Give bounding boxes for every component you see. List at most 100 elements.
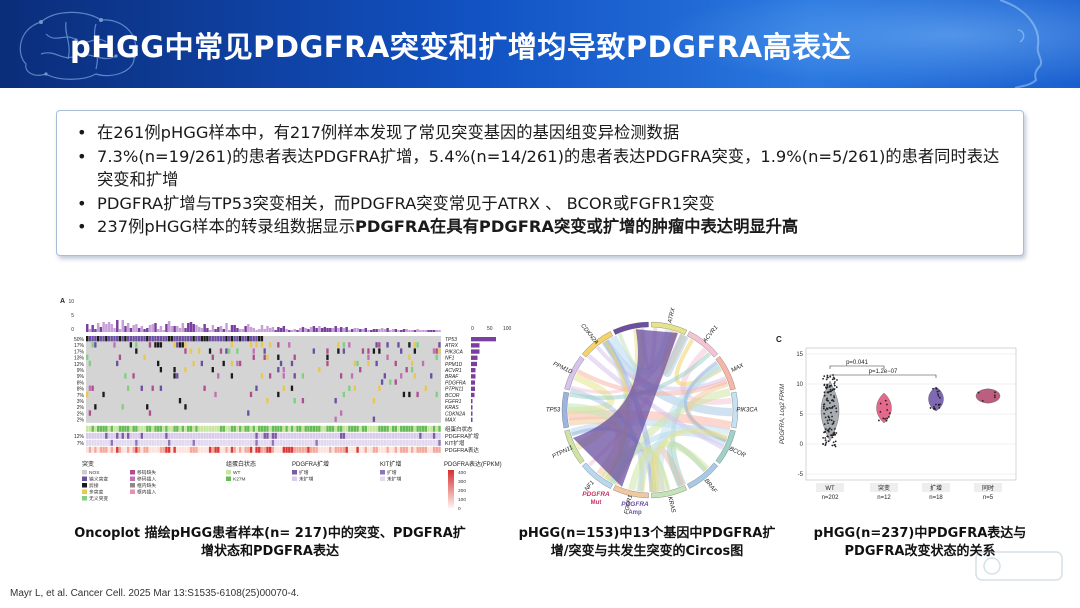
- oncoplot-annotation-cell: [225, 425, 228, 432]
- oncoplot-cell: [200, 360, 204, 367]
- legend-expr-tick: 100: [458, 497, 466, 503]
- violin-point: [830, 407, 832, 409]
- oncoplot-top-bar: [241, 329, 245, 332]
- oncoplot-annotation-cell: [86, 439, 89, 446]
- oncoplot-annotation-cell: [148, 439, 152, 446]
- violin-pvalue: p=0.041: [846, 360, 869, 366]
- oncoplot-annotation-cell: [110, 425, 114, 432]
- oncoplot-annotation-cell: [189, 439, 193, 446]
- oncoplot-cell: [383, 373, 386, 379]
- oncoplot-annotation-cell: [372, 439, 376, 446]
- oncoplot-cell: [277, 354, 280, 360]
- oncoplot-cell: [203, 385, 206, 391]
- oncoplot-annotation-cell: [427, 432, 430, 439]
- oncoplot-cell: [132, 373, 135, 379]
- oncoplot-annotation-cell: [203, 439, 206, 446]
- oncoplot-top-bar: [389, 330, 392, 332]
- oncoplot-cell: [421, 360, 425, 367]
- oncoplot-top-bar: [214, 329, 217, 332]
- oncoplot-annotation-cell: [359, 446, 362, 453]
- oncoplot-annotation-cell: [126, 425, 130, 432]
- oncoplot-annotation-cell: [299, 446, 302, 453]
- oncoplot-annotation-cell: [249, 432, 253, 439]
- violin-point: [832, 441, 835, 444]
- oncoplot-annotation-cell: [173, 425, 176, 432]
- oncoplot-top-bar: [274, 330, 277, 332]
- caption-circos-text: pHGG(n=153)中13个基因中PDGFRA扩增/突变与共发生突变的Circ…: [518, 526, 776, 559]
- oncoplot-annotation-cell: [217, 432, 220, 439]
- oncoplot-top-bar: [157, 329, 160, 332]
- oncoplot-cell: [99, 336, 102, 342]
- violin-point: [823, 384, 826, 387]
- oncoplot-annotation-cell: [170, 439, 174, 446]
- oncoplot-annotation-cell: [301, 432, 305, 439]
- oncoplot-annotation-cell: [315, 432, 318, 439]
- oncoplot-annotation-cell: [219, 446, 223, 453]
- oncoplot-cell: [386, 354, 389, 360]
- oncoplot-cell: [178, 398, 182, 404]
- oncoplot-annotation-cell: [329, 439, 332, 446]
- oncoplot-annotation-cell: [222, 439, 225, 446]
- oncoplot-cell: [91, 342, 94, 348]
- oncoplot-annotation-cell: [173, 446, 176, 453]
- oncoplot-freq-bar: [471, 374, 476, 379]
- oncoplot-annotation-cell: [282, 439, 286, 446]
- oncoplot-cell: [326, 360, 329, 367]
- oncoplot-annotation-cell: [260, 446, 264, 453]
- oncoplot-annotation-cell: [192, 425, 195, 432]
- oncoplot-annotation-cell: [350, 446, 354, 453]
- oncoplot-annotation-cell: [309, 432, 313, 439]
- oncoplot-cell: [263, 354, 266, 360]
- circos-gene-label: BRAF: [703, 478, 718, 495]
- oncoplot-annotation-cell: [94, 446, 97, 453]
- oncoplot-annotation-cell: [323, 446, 327, 453]
- circos-ring-segment: [731, 391, 739, 429]
- oncoplot-percent-label: 2%: [77, 411, 85, 417]
- caption-circos: pHGG(n=153)中13个基因中PDGFRA扩增/突变与共发生突变的Circ…: [512, 525, 782, 561]
- oncoplot-annotation-cell: [296, 432, 299, 439]
- oncoplot-annotation-cell: [350, 439, 354, 446]
- oncoplot-top-bar: [435, 330, 438, 332]
- oncoplot-cell: [334, 398, 337, 404]
- oncoplot-annotation-cell: [113, 425, 116, 432]
- oncoplot-annotation-cell: [372, 425, 376, 432]
- oncoplot-annotation-cell: [326, 446, 329, 453]
- oncoplot-cell: [413, 373, 417, 379]
- circos-pdgfra-amp-label: PDGFRA: [621, 501, 649, 508]
- oncoplot-annotation-cell: [334, 446, 337, 453]
- violin-point: [826, 384, 828, 387]
- circos-gene-label: PTPN11: [552, 445, 575, 460]
- oncoplot-freq-bar: [471, 349, 480, 354]
- oncoplot-annotation-cell: [252, 432, 256, 439]
- oncoplot-cell: [367, 354, 370, 360]
- legend-kit-amp-title: KIT扩增: [380, 460, 401, 468]
- violin-point: [826, 399, 829, 402]
- summary-list: 在261例pHGG样本中，有217例样本发现了常见突变基因的基因组变异检测数据 …: [73, 121, 1007, 239]
- oncoplot-annotation-cell: [271, 432, 275, 439]
- oncoplot-annotation-cell: [416, 432, 419, 439]
- oncoplot-gene-label: ATRX: [444, 343, 459, 349]
- oncoplot-annotation-cell: [137, 446, 141, 453]
- oncoplot-annotation-cell: [217, 439, 220, 446]
- oncoplot-annotation-cell: [121, 432, 124, 439]
- violin-point: [827, 440, 830, 443]
- oncoplot-annotation-cell: [326, 432, 329, 439]
- oncoplot-annotation-cell: [206, 425, 209, 432]
- oncoplot-annotation-cell: [86, 425, 89, 432]
- oncoplot-cell: [225, 336, 228, 342]
- oncoplot-top-bar: [309, 327, 313, 332]
- oncoplot-annotation-cell: [430, 446, 433, 453]
- oncoplot-annotation-cell: [339, 446, 343, 453]
- oncoplot-annotation-cell: [203, 425, 206, 432]
- oncoplot-annotation-cell: [421, 425, 425, 432]
- oncoplot-cell: [416, 391, 419, 398]
- oncoplot-top-bar: [195, 325, 198, 332]
- oncoplot-annotation-cell: [353, 446, 357, 453]
- oncoplot-annotation-cell: [348, 439, 351, 446]
- oncoplot-annotation-cell: [135, 425, 138, 432]
- oncoplot-annotation-cell: [143, 446, 146, 453]
- oncoplot-annotation-cell: [285, 439, 288, 446]
- oncoplot-annotation-cell: [225, 432, 228, 439]
- oncoplot-cell: [342, 342, 346, 348]
